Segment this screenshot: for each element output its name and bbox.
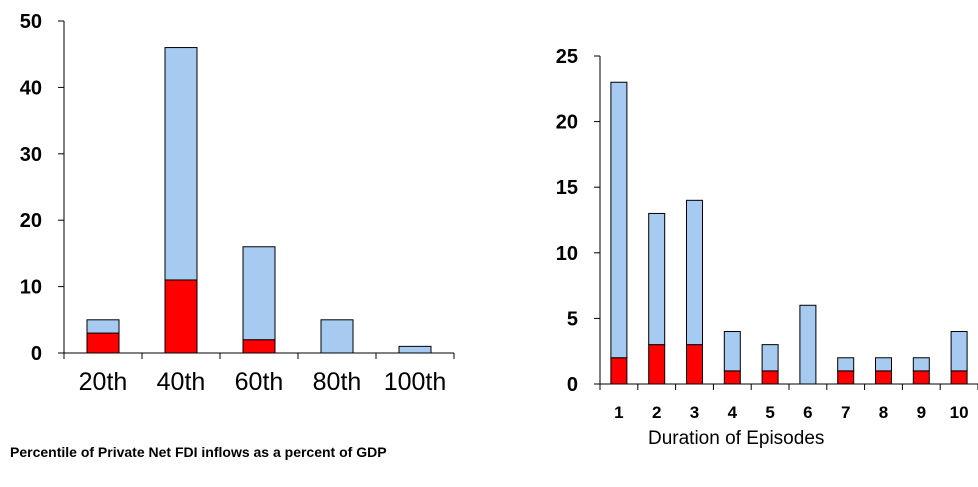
- left-x-tick-label: 60th: [235, 368, 284, 396]
- right-bar-red-segment: [950, 370, 968, 385]
- right-y-tick-label: 0: [567, 374, 578, 396]
- right-bar-blue-segment: [912, 357, 930, 372]
- left-y-tick-label: 40: [20, 77, 42, 99]
- right-bar-red-segment: [686, 344, 703, 385]
- right-y-tick-label: 15: [556, 177, 578, 199]
- right-bar-red-segment: [761, 370, 779, 385]
- left-y-tick-label: 10: [20, 277, 42, 299]
- right-bar-red-segment: [912, 370, 930, 385]
- left-y-tick-label: 20: [20, 210, 42, 232]
- left-x-tick-label: 40th: [157, 368, 206, 396]
- right-x-tick-label: 7: [841, 403, 850, 422]
- right-x-tick-label: 2: [652, 403, 661, 422]
- right-y-tick-label: 25: [556, 46, 578, 68]
- right-bar-red-segment: [837, 370, 855, 385]
- right-bar-blue-segment: [610, 81, 628, 359]
- right-y-tick-label: 20: [556, 112, 578, 134]
- left-bar-red-segment: [86, 332, 120, 354]
- right-bar-red-segment: [610, 357, 628, 385]
- right-x-tick-label: 8: [879, 403, 888, 422]
- left-bar-blue-segment: [242, 246, 276, 341]
- right-y-tick-label: 10: [556, 243, 578, 265]
- right-bar-blue-segment: [875, 357, 892, 372]
- right-bar-chart: 0 5 10 15 20 25 1 2 3 4 5 6 7 8 9 10: [556, 46, 978, 422]
- left-y-tick-label: 0: [31, 343, 42, 365]
- left-bar-blue-segment: [86, 319, 120, 334]
- left-bar-blue-segment: [164, 47, 198, 281]
- right-bar-red-segment: [648, 344, 666, 385]
- left-y-tick-label: 30: [20, 144, 42, 166]
- right-bar-blue-segment: [799, 304, 817, 385]
- right-x-tick-label: 10: [950, 403, 969, 422]
- right-bar-blue-segment: [761, 344, 779, 372]
- right-bar-blue-segment: [837, 357, 855, 372]
- left-x-tick-label: 80th: [313, 368, 362, 396]
- right-x-tick-label: 4: [728, 403, 738, 422]
- left-x-tick-label: 20th: [79, 368, 128, 396]
- left-bar-red-segment: [242, 339, 276, 354]
- right-bar-red-segment: [723, 370, 741, 385]
- left-bar-blue-segment: [398, 345, 432, 354]
- left-x-axis-label: Percentile of Private Net FDI inflows as…: [10, 444, 387, 460]
- left-bar-blue-segment: [320, 319, 354, 354]
- right-bar-blue-segment: [723, 331, 741, 372]
- left-bar-chart: 0 10 20 30 40 50 20th 40th 60th 80th 100th: [20, 11, 455, 396]
- left-x-tick-label: 100th: [384, 368, 447, 396]
- right-bar-red-segment: [875, 370, 892, 385]
- right-x-tick-label: 1: [614, 403, 623, 422]
- right-bar-blue-segment: [648, 212, 666, 346]
- right-bar-blue-segment: [686, 199, 703, 346]
- right-bar-blue-segment: [950, 331, 968, 372]
- left-y-tick-label: 50: [20, 11, 42, 33]
- right-x-axis-label: Duration of Episodes: [648, 428, 825, 449]
- right-x-tick-label: 3: [690, 403, 699, 422]
- right-x-tick-label: 9: [917, 403, 926, 422]
- right-y-tick-label: 5: [567, 308, 578, 330]
- right-x-tick-label: 6: [803, 403, 812, 422]
- left-bar-red-segment: [164, 279, 198, 354]
- right-x-tick-label: 5: [765, 403, 774, 422]
